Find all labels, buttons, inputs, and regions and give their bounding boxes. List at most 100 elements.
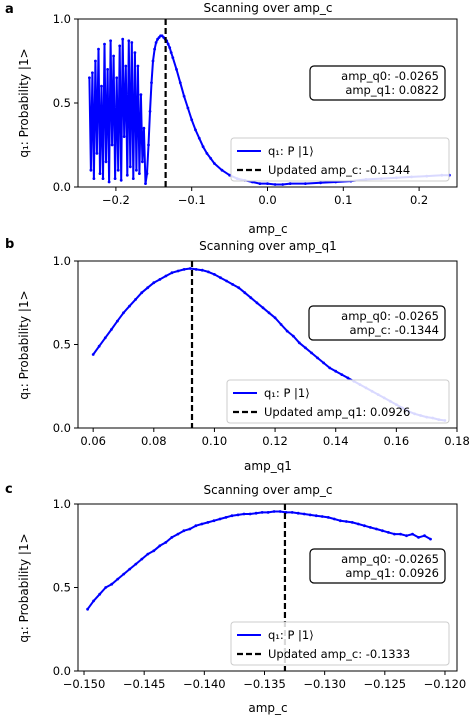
series-line [88, 34, 450, 186]
y-tick-label: 0.5 [53, 96, 71, 110]
data-point [128, 567, 132, 571]
x-tick-label: −0.135 [243, 677, 286, 691]
data-point [363, 524, 366, 528]
y-tick-label: 0.5 [53, 338, 71, 352]
data-point [225, 279, 229, 283]
annotation-line: amp_q0: -0.0265 [341, 552, 439, 566]
legend: q₁: P |1⟩ Updated amp_c: -0.1333 [230, 621, 450, 666]
legend-series-label: q₁: P |1⟩ [268, 144, 314, 158]
y-axis-label: q₁: Probability |1> [17, 48, 31, 157]
data-point [340, 373, 344, 376]
data-point [369, 526, 372, 529]
data-point [106, 68, 109, 71]
data-point [127, 39, 131, 43]
data-point [381, 529, 384, 533]
x-tick-label: 0.1 [334, 193, 352, 207]
panel-b: b Scanning over amp_q1 amp_q1 q₁: Probab… [5, 237, 470, 473]
data-point [128, 165, 132, 169]
data-point [350, 521, 354, 524]
data-point [296, 511, 300, 515]
data-point [237, 286, 241, 290]
x-tick-label: 0.08 [141, 434, 167, 448]
data-point [107, 180, 111, 184]
data-point [103, 42, 106, 46]
data-point [242, 512, 246, 516]
y-tick-label: 0.0 [53, 421, 71, 435]
data-point [175, 68, 178, 71]
x-tick-label: 0.12 [262, 434, 288, 448]
data-point [310, 351, 313, 355]
data-point [166, 42, 170, 46]
data-point [258, 182, 262, 186]
data-point [399, 532, 402, 536]
data-point [152, 281, 156, 285]
data-point [148, 110, 152, 113]
data-point [326, 516, 330, 519]
annotation-line: amp_q0: -0.0265 [341, 69, 439, 83]
data-point [279, 323, 283, 326]
data-point [164, 541, 168, 544]
data-point [122, 311, 125, 315]
data-point [91, 353, 95, 356]
data-point [151, 59, 155, 63]
data-point [146, 286, 150, 290]
data-point [110, 328, 113, 331]
data-point [209, 157, 213, 160]
y-tick-label: 0.0 [53, 664, 71, 678]
data-point [375, 527, 378, 531]
data-point [224, 516, 228, 519]
data-point [207, 270, 210, 274]
data-point [168, 46, 172, 49]
data-point [144, 182, 147, 186]
data-point [228, 173, 232, 177]
data-point [146, 552, 150, 556]
data-point [285, 329, 289, 333]
legend-vline-label: Updated amp_c: -0.1344 [268, 163, 410, 177]
data-point [281, 183, 285, 186]
x-tick-label: −0.120 [424, 677, 467, 691]
legend: q₁: P |1⟩ Updated amp_q1: 0.0926 [226, 379, 450, 424]
data-point [230, 514, 234, 518]
data-point [154, 41, 158, 44]
data-point [346, 376, 350, 380]
series-line [86, 510, 431, 610]
data-point [319, 181, 322, 185]
y-tick-label: 1.0 [53, 254, 71, 268]
data-point [297, 341, 301, 345]
data-point [98, 172, 102, 176]
data-point [128, 304, 131, 308]
data-point [186, 106, 190, 110]
data-point [136, 64, 140, 68]
data-point [121, 37, 125, 41]
data-point [91, 71, 94, 75]
y-tick-label: 0.0 [53, 180, 71, 194]
y-axis-label: q₁: Probability |1> [17, 533, 31, 642]
data-point [212, 519, 216, 523]
data-point [288, 182, 292, 186]
data-point [178, 81, 182, 85]
legend-vline-label: Updated amp_c: -0.1333 [268, 647, 410, 661]
data-point [236, 513, 240, 517]
data-point [213, 162, 216, 165]
data-point [98, 592, 102, 596]
data-point [113, 177, 117, 181]
data-point [103, 336, 107, 340]
data-point [266, 182, 269, 186]
data-point [101, 177, 105, 181]
data-point [201, 145, 205, 149]
data-point [104, 160, 108, 164]
x-tick-label: 0.06 [80, 434, 106, 448]
x-tick-label: 0.16 [384, 434, 410, 448]
data-point [328, 366, 332, 370]
data-point [332, 517, 336, 521]
panel-a: a Scanning over amp_c amp_c q₁: Probabil… [5, 1, 458, 236]
y-tick-label: 0.5 [53, 581, 71, 595]
data-point [206, 521, 210, 524]
data-point [344, 520, 348, 523]
data-point [88, 76, 91, 80]
x-tick-label: 0.10 [202, 434, 228, 448]
data-point [86, 607, 89, 611]
data-point [205, 152, 209, 155]
